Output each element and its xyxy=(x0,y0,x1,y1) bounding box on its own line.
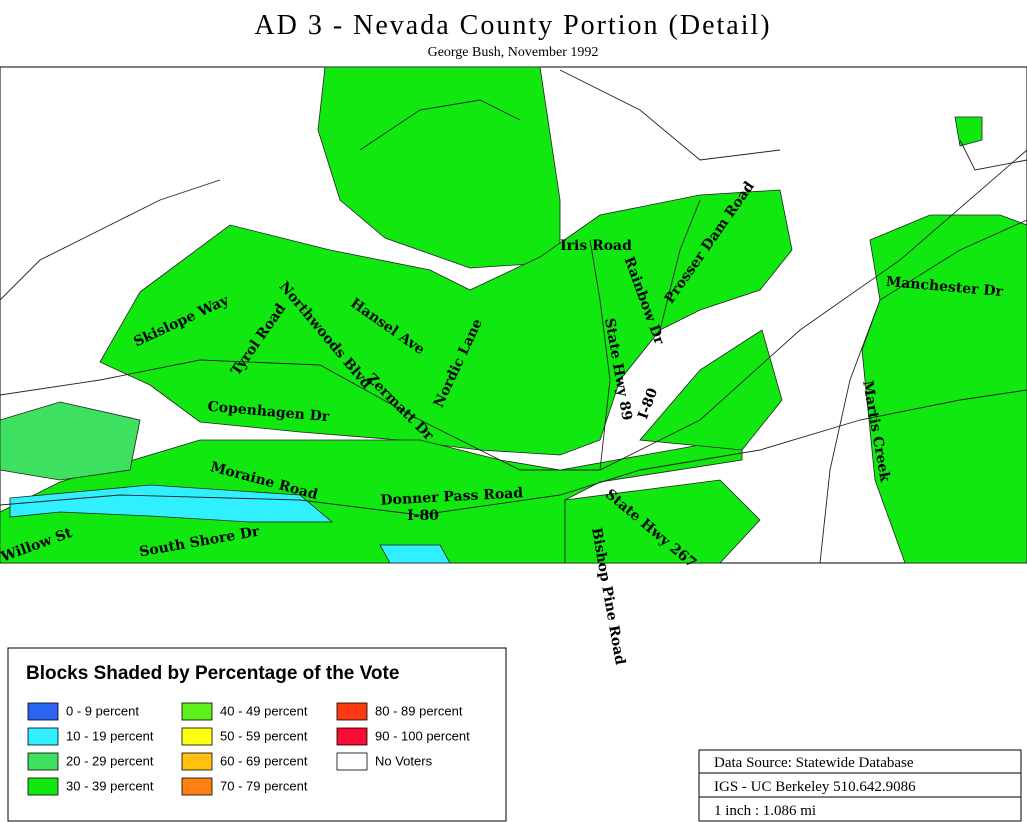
title: AD 3 - Nevada County Portion (Detail) xyxy=(254,10,771,41)
block xyxy=(564,479,761,564)
legend-swatch xyxy=(181,702,213,721)
legend-swatch xyxy=(27,727,59,746)
legend-label: 80 - 89 percent xyxy=(375,703,463,718)
legend-label: 20 - 29 percent xyxy=(66,753,154,768)
lake-block xyxy=(379,544,451,564)
source-line: IGS - UC Berkeley 510.642.9086 xyxy=(714,779,916,795)
legend-label: 50 - 59 percent xyxy=(220,728,308,743)
road xyxy=(0,389,1027,516)
legend-label: 90 - 100 percent xyxy=(375,728,470,743)
block xyxy=(861,214,1027,564)
legend-label: 70 - 79 percent xyxy=(220,778,308,793)
block xyxy=(317,66,561,269)
lake-block xyxy=(9,484,334,523)
legend-label: 60 - 69 percent xyxy=(220,753,308,768)
road xyxy=(359,99,521,151)
legend-swatch xyxy=(181,752,213,771)
legend-label: 30 - 39 percent xyxy=(66,778,154,793)
legend-swatch xyxy=(27,702,59,721)
legend-box xyxy=(7,647,507,822)
road xyxy=(0,149,1027,471)
block xyxy=(954,116,983,147)
road xyxy=(659,199,701,331)
legend-swatch xyxy=(27,752,59,771)
source-box: Data Source: Statewide Database IGS - UC… xyxy=(698,749,1022,822)
road xyxy=(0,179,221,301)
legend-swatch xyxy=(336,702,368,721)
source-line: 1 inch : 1.086 mi xyxy=(714,803,816,819)
legend-swatch xyxy=(181,777,213,796)
legend-title: Blocks Shaded by Percentage of the Vote xyxy=(26,663,399,684)
source-frame xyxy=(698,749,1022,822)
road xyxy=(959,139,1027,171)
road-label: Donner Pass Road xyxy=(380,485,524,508)
block xyxy=(0,439,743,564)
legend: Blocks Shaded by Percentage of the Vote … xyxy=(7,647,507,822)
subtitle: George Bush, November 1992 xyxy=(428,45,599,60)
road-label: I-80 xyxy=(407,508,439,524)
source-line: Data Source: Statewide Database xyxy=(714,755,914,771)
legend-swatch xyxy=(27,777,59,796)
road xyxy=(589,239,611,471)
legend-swatch xyxy=(336,727,368,746)
legend-swatch xyxy=(181,727,213,746)
road xyxy=(819,219,1027,564)
legend-label: 40 - 49 percent xyxy=(220,703,308,718)
legend-label: 10 - 19 percent xyxy=(66,728,154,743)
block-light xyxy=(0,401,141,481)
green-blocks xyxy=(0,66,1027,564)
legend-swatch xyxy=(336,752,368,771)
block xyxy=(99,189,793,456)
roads xyxy=(0,69,1027,564)
road xyxy=(559,69,781,161)
road-label: Iris Road xyxy=(560,238,632,254)
legend-label: No Voters xyxy=(375,753,433,768)
legend-label: 0 - 9 percent xyxy=(66,703,139,718)
block xyxy=(639,329,783,451)
